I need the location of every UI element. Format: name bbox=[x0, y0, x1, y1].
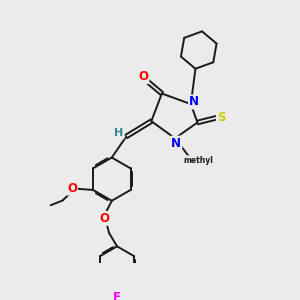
Text: H: H bbox=[114, 128, 124, 138]
Text: N: N bbox=[171, 136, 181, 150]
Text: S: S bbox=[217, 111, 225, 124]
Text: F: F bbox=[113, 291, 121, 300]
Text: N: N bbox=[189, 95, 199, 109]
Text: methyl: methyl bbox=[183, 156, 213, 165]
Text: O: O bbox=[99, 212, 109, 225]
Text: O: O bbox=[138, 70, 148, 83]
Text: O: O bbox=[67, 182, 77, 195]
